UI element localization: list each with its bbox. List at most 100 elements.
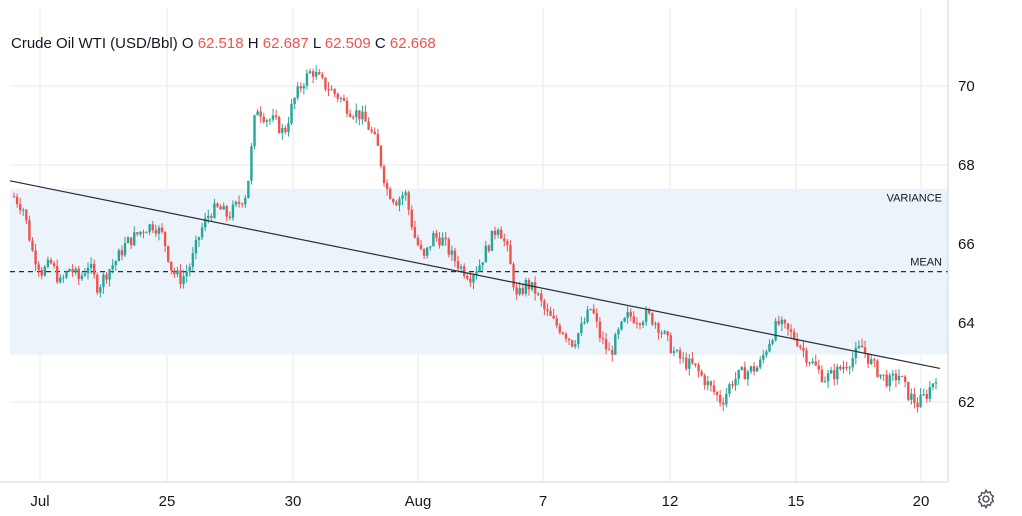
candle-body (453, 250, 457, 262)
candle-body (287, 123, 290, 133)
candle-body (734, 378, 737, 386)
candle-body (314, 72, 318, 77)
time-tick-label: Jul (30, 493, 49, 510)
candle-body (617, 329, 620, 335)
candle-body (342, 98, 346, 101)
candle-body (857, 345, 861, 348)
candle-body (567, 338, 571, 341)
candle-body (623, 317, 626, 322)
candle-body (302, 85, 306, 89)
candle-body (401, 195, 404, 199)
legend-low-label: L (312, 35, 321, 52)
candle-body (25, 209, 28, 221)
mean-line-label: MEAN (910, 257, 942, 269)
candle-body (74, 268, 77, 273)
time-tick-label: 12 (662, 493, 679, 510)
candle-body (102, 274, 105, 288)
candle-body (780, 319, 784, 325)
candle-body (552, 315, 555, 319)
candle-body (68, 269, 71, 272)
candle-body (635, 322, 639, 324)
candle-body (65, 271, 68, 278)
candle-body (697, 364, 700, 372)
candle-body (80, 275, 84, 280)
candle-body (398, 198, 401, 206)
candle-body (429, 246, 432, 248)
candle-body (37, 264, 40, 270)
candle-body (506, 241, 509, 246)
candle-body (598, 321, 602, 338)
candle-body (866, 353, 870, 364)
candle-body (694, 363, 697, 365)
candle-body (725, 393, 728, 405)
candle-body (718, 395, 722, 403)
candle-body (922, 393, 925, 395)
candle-body (114, 261, 117, 266)
candle-body (860, 345, 864, 348)
candle-body (601, 337, 605, 340)
candle-body (231, 204, 235, 218)
candle-body (660, 333, 663, 335)
candle-body (203, 218, 207, 228)
candle-body (934, 382, 938, 384)
candle-body (247, 180, 250, 199)
candle-body (157, 227, 161, 234)
candle-body (792, 331, 796, 340)
candle-body (900, 375, 904, 377)
candle-body (808, 362, 811, 364)
candle-body (89, 263, 93, 268)
candle-body (595, 313, 599, 322)
candle-body (796, 339, 799, 346)
candle-body (863, 347, 867, 354)
candle-body (339, 98, 343, 100)
candle-body (336, 93, 339, 99)
candle-body (370, 129, 373, 132)
candle-body (413, 226, 417, 238)
candle-body (330, 89, 333, 91)
candle-body (586, 309, 589, 322)
candle-body (799, 345, 802, 348)
time-tick-label: 25 (159, 493, 176, 510)
candle-body (188, 266, 191, 272)
candle-body (503, 238, 506, 242)
candle-body (916, 402, 919, 408)
candle-body (435, 233, 438, 238)
legend-open-label: O (181, 35, 194, 52)
candle-body (743, 367, 747, 380)
candle-body (444, 237, 447, 240)
candle-body (216, 203, 219, 207)
candle-body (644, 310, 648, 323)
candle-body (543, 300, 546, 310)
candle-body (265, 120, 269, 122)
candle-body (151, 224, 154, 231)
price-tick-label: 64 (958, 315, 975, 332)
candle-body (108, 269, 111, 280)
gear-icon[interactable] (975, 488, 997, 510)
candle-body (611, 350, 614, 355)
candle-body (848, 367, 851, 369)
time-tick-label: 15 (788, 493, 805, 510)
candle-body (472, 275, 475, 283)
candle-body (296, 86, 299, 99)
candle-body (518, 288, 521, 295)
candle-body (210, 215, 213, 218)
candle-body (802, 347, 805, 351)
candle-body (755, 367, 759, 372)
candle-body (845, 366, 848, 369)
candle-body (308, 71, 312, 74)
candle-body (820, 369, 824, 382)
candle-body (648, 310, 651, 314)
candle-body (688, 358, 691, 369)
candle-body (62, 277, 65, 279)
candle-body (765, 351, 768, 355)
candle-body (173, 270, 176, 275)
candle-body (842, 366, 845, 370)
candle-body (762, 354, 765, 360)
candle-body (256, 111, 259, 116)
candle-body (194, 240, 198, 254)
candle-body (379, 145, 383, 167)
candle-body (574, 344, 577, 347)
candle-body (185, 271, 188, 277)
candle-body (105, 274, 108, 280)
